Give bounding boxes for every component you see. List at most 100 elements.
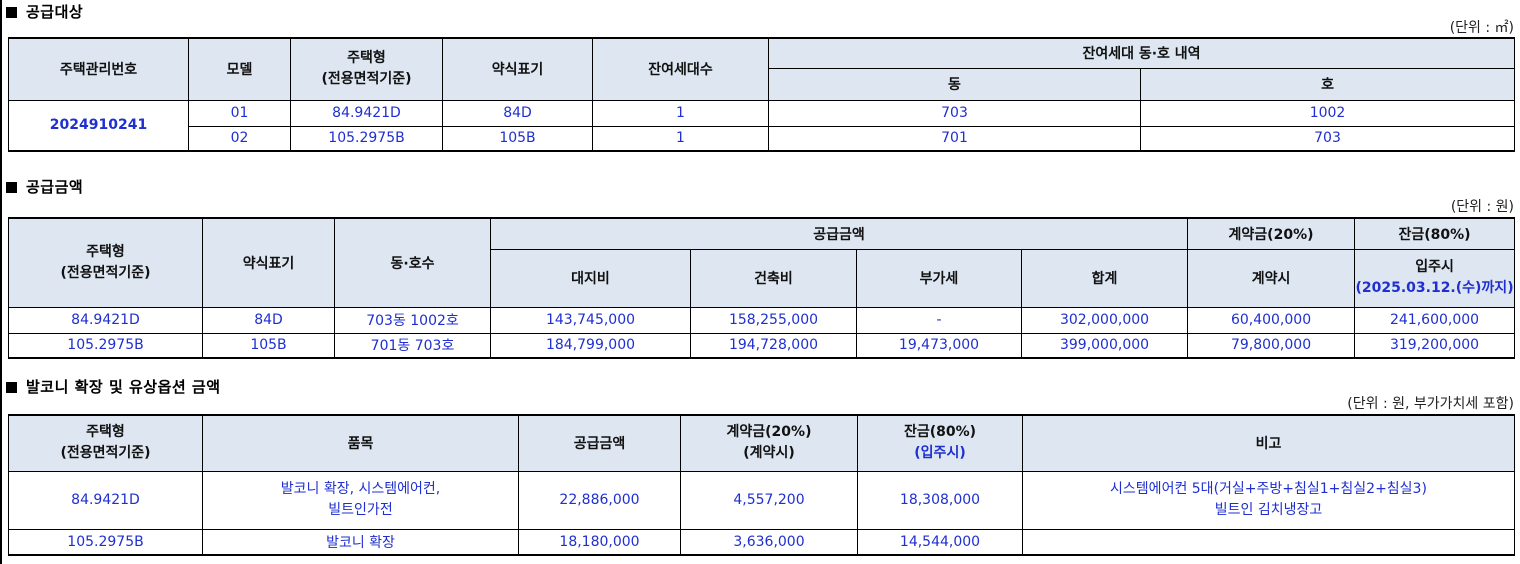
section-title-text: 발코니 확장 및 유상옵션 금액 [26, 378, 221, 396]
cell-type: 105.2975B [8, 332, 203, 359]
header-balance: 잔금(80%) [1354, 217, 1516, 250]
header-balance-line2: (입주시) [914, 445, 966, 462]
header-total: 합계 [1020, 248, 1189, 308]
header-type: 주택형 (전용면적기준) [290, 37, 443, 101]
cell-land: 143,745,000 [490, 306, 691, 334]
square-bullet-icon [6, 182, 17, 193]
cell-dong: 701 [768, 125, 1141, 152]
cell-type: 105.2975B [290, 125, 443, 152]
cell-type: 84.9421D [8, 306, 203, 334]
cell-deposit: 3,636,000 [680, 528, 858, 556]
cell-ho: 1002 [1139, 99, 1516, 127]
header-deposit: 계약금(20%) (계약시) [680, 414, 858, 472]
cell-item: 발코니 확장, 시스템에어컨, 빌트인가전 [202, 470, 519, 530]
section-title-supply-price: 공급금액 [6, 176, 83, 198]
cell-vat: 19,473,000 [856, 332, 1022, 359]
cell-ho: 703 [1139, 125, 1516, 152]
cell-remaining: 1 [592, 99, 769, 127]
cell-model: 01 [188, 99, 291, 127]
header-dong: 동 [768, 67, 1141, 101]
cell-remaining: 1 [592, 125, 769, 152]
cell-dong: 703 [768, 99, 1141, 127]
section-title-text: 공급대상 [26, 3, 84, 21]
header-deposit-line1: 계약금(20%) [726, 424, 812, 441]
cell-land: 184,799,000 [490, 332, 691, 359]
header-model: 모델 [188, 37, 291, 101]
cell-deposit: 4,557,200 [680, 470, 858, 530]
cell-deposit: 79,800,000 [1187, 332, 1356, 359]
cell-type: 84.9421D [8, 470, 203, 530]
header-type-line2: (전용면적기준) [60, 445, 151, 462]
cell-type: 84.9421D [290, 99, 443, 127]
cell-deposit: 60,400,000 [1187, 306, 1356, 334]
cell-building: 158,255,000 [690, 306, 857, 334]
cell-note-line1: 시스템에어컨 5대(거실+주방+침실1+침실2+침실3) [1110, 481, 1427, 497]
table-row: 02 105.2975B 105B 1 701 703 [9, 125, 1516, 152]
header-type-line2: (전용면적기준) [321, 71, 412, 88]
header-ho: 호 [1139, 67, 1516, 101]
header-abbr: 약식표기 [202, 217, 335, 308]
header-on-contract: 계약시 [1187, 248, 1356, 308]
header-move-in: 입주시 (2025.03.12.(수)까지) [1354, 248, 1516, 308]
cell-model: 02 [188, 125, 291, 152]
header-detail: 잔여세대 동·호 내역 [767, 37, 1516, 69]
cell-balance: 319,200,000 [1354, 332, 1516, 359]
header-balance-line1: 잔금(80%) [903, 424, 977, 441]
header-note: 비고 [1022, 414, 1515, 472]
section-title-balcony-options: 발코니 확장 및 유상옵션 금액 [6, 376, 221, 398]
header-building: 건축비 [690, 248, 857, 308]
cell-total: 399,000,000 [1020, 332, 1189, 359]
cell-balance: 18,308,000 [857, 470, 1023, 530]
header-unit-no: 동·호수 [334, 217, 491, 308]
header-remaining: 잔여세대수 [592, 37, 769, 101]
header-supply: 공급금액 [489, 217, 1189, 250]
cell-note-line2: 빌트인 김치냉장고 [1214, 502, 1323, 518]
unit-note: (단위 : ㎡) [1449, 20, 1514, 36]
header-vat: 부가세 [856, 248, 1022, 308]
header-abbr: 약식표기 [442, 37, 593, 101]
header-house-no: 주택관리번호 [8, 37, 189, 101]
square-bullet-icon [6, 382, 17, 393]
cell-vat: - [856, 306, 1022, 334]
cell-total: 302,000,000 [1020, 306, 1189, 334]
header-type: 주택형 (전용면적기준) [8, 217, 203, 308]
cell-unit-no: 703동 1002호 [334, 306, 491, 334]
cell-abbr: 105B [202, 332, 335, 359]
cell-note: 시스템에어컨 5대(거실+주방+침실1+침실2+침실3) 빌트인 김치냉장고 [1022, 470, 1515, 530]
unit-note: (단위 : 원, 부가가치세 포함) [1347, 396, 1514, 412]
house-number: 2024910241 [8, 99, 189, 152]
section-title-text: 공급금액 [26, 178, 84, 196]
table-row: 84.9421D 84D 703동 1002호 143,745,000 158,… [8, 306, 1516, 334]
cell-item-line1: 발코니 확장, 시스템에어컨, [280, 481, 441, 497]
cell-abbr: 84D [202, 306, 335, 334]
header-type-line1: 주택형 [86, 424, 125, 441]
table-row: 105.2975B 105B 701동 703호 184,799,000 194… [8, 332, 1516, 359]
supply-price-table: 주택형 (전용면적기준) 약식표기 동·호수 공급금액 계약금(20%) 잔금(8… [8, 217, 1516, 359]
cell-unit-no: 701동 703호 [334, 332, 491, 359]
supply-target-table: 주택관리번호 모델 주택형 (전용면적기준) 약식표기 잔여세대수 잔여세대 동·… [8, 37, 1516, 152]
cell-abbr: 105B [442, 125, 593, 152]
cell-balance: 241,600,000 [1354, 306, 1516, 334]
table-row: 2024910241 01 84.9421D 84D 1 703 1002 [8, 99, 1516, 152]
cell-supply: 22,886,000 [518, 470, 681, 530]
cell-abbr: 84D [442, 99, 593, 127]
cell-note [1022, 528, 1515, 556]
cell-item-line2: 빌트인가전 [328, 502, 393, 518]
cell-item: 발코니 확장 [202, 528, 519, 556]
cell-balance: 14,544,000 [857, 528, 1023, 556]
header-type-line2: (전용면적기준) [60, 264, 151, 281]
header-type: 주택형 (전용면적기준) [8, 414, 203, 472]
header-deposit-line2: (계약시) [743, 445, 795, 462]
unit-note: (단위 : 원) [1450, 199, 1514, 215]
header-move-in-label: 입주시 [1415, 259, 1454, 275]
header-type-line1: 주택형 [347, 50, 386, 67]
header-item: 품목 [202, 414, 519, 472]
square-bullet-icon [6, 7, 17, 18]
header-deposit: 계약금(20%) [1187, 217, 1356, 250]
cell-type: 105.2975B [8, 528, 203, 556]
table-row: 105.2975B 발코니 확장 18,180,000 3,636,000 14… [8, 528, 1515, 556]
cell-supply: 18,180,000 [518, 528, 681, 556]
header-supply: 공급금액 [518, 414, 681, 472]
header-type-line1: 주택형 [86, 243, 125, 260]
